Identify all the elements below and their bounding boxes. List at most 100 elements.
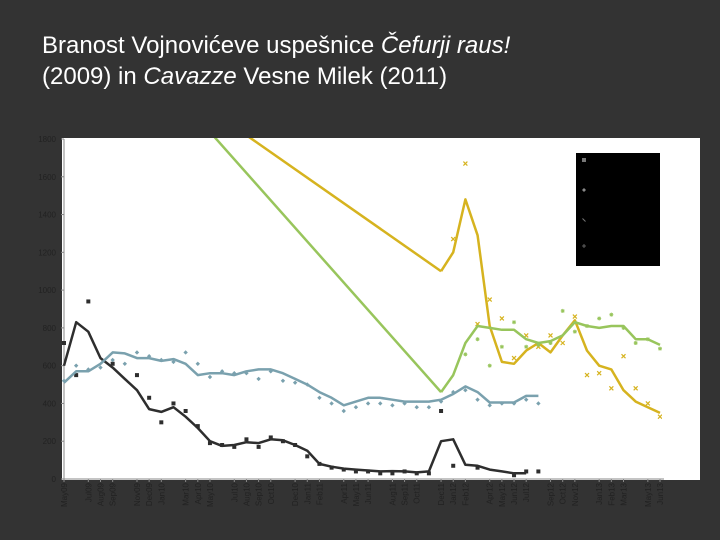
data-point xyxy=(475,397,480,402)
title-book-name: Cavazze xyxy=(143,63,237,90)
data-point xyxy=(341,467,346,472)
x-tick-label: Jun12 xyxy=(510,482,519,504)
data-point xyxy=(171,401,176,406)
data-point xyxy=(280,378,286,383)
y-tick-label: 0 xyxy=(52,475,57,484)
data-point xyxy=(159,357,164,363)
data-point xyxy=(98,365,103,370)
data-point xyxy=(402,401,407,406)
data-point xyxy=(365,401,371,406)
data-point xyxy=(159,420,164,425)
legend-marker xyxy=(582,244,586,248)
x-tick-label: Sep09 xyxy=(109,482,118,506)
data-point xyxy=(256,444,261,449)
data-point xyxy=(183,409,188,413)
x-tick-label: Aug11 xyxy=(388,482,397,505)
y-tick-label: 400 xyxy=(43,399,57,408)
data-point xyxy=(524,397,529,402)
y-tick-label: 1400 xyxy=(38,211,56,220)
x-tick-label: Jan11 xyxy=(303,482,312,504)
data-point xyxy=(110,357,115,363)
data-point xyxy=(317,395,322,400)
data-point xyxy=(390,471,395,476)
data-point xyxy=(475,465,480,470)
x-tick-label: May10 xyxy=(206,482,215,507)
data-point xyxy=(305,382,310,387)
data-point xyxy=(146,354,152,359)
series-line-1 xyxy=(62,320,527,475)
data-point xyxy=(73,363,79,368)
data-point xyxy=(584,372,590,378)
x-tick-label: Feb12 xyxy=(461,482,470,505)
data-point xyxy=(292,380,298,385)
data-point xyxy=(536,342,541,347)
data-point xyxy=(621,325,626,330)
title-text: Branost Vojnovićeve uspešnice xyxy=(42,32,381,59)
data-point xyxy=(195,361,200,366)
x-tick-label: Jul09 xyxy=(84,482,93,502)
y-tick-label: 1200 xyxy=(38,248,56,257)
legend-marker xyxy=(582,158,586,162)
data-point xyxy=(426,471,431,476)
data-point xyxy=(438,399,444,404)
data-point xyxy=(232,371,237,376)
data-point xyxy=(232,444,237,449)
x-tick-label: May12 xyxy=(498,482,507,507)
data-point xyxy=(134,350,140,355)
x-tick-label: Dec11 xyxy=(437,482,446,505)
x-tick-label: Sep11 xyxy=(401,482,410,505)
title-text: Vesne Milek (2011) xyxy=(236,63,448,90)
data-point xyxy=(378,401,383,406)
data-point xyxy=(244,371,249,376)
x-tick-label: Mar10 xyxy=(182,482,191,505)
x-tick-label: Jun11 xyxy=(364,482,373,504)
data-point xyxy=(329,465,334,470)
x-tick-label: Jul12 xyxy=(522,482,531,502)
x-tick-label: Dec10 xyxy=(291,482,300,506)
legend-box xyxy=(576,153,660,266)
data-point xyxy=(134,373,139,378)
x-tick-label: Oct11 xyxy=(413,482,422,503)
data-point xyxy=(317,461,322,466)
x-tick-label: Sep12 xyxy=(547,482,556,506)
title-line-1: Branost Vojnovićeve uspešnice Čefurji ra… xyxy=(42,30,702,61)
data-point xyxy=(548,341,553,345)
x-tick-label: Apr12 xyxy=(486,482,495,504)
x-tick-label: Nov12 xyxy=(571,482,580,506)
y-tick-label: 1600 xyxy=(38,173,56,182)
x-tick-label: Oct12 xyxy=(559,482,568,504)
data-point xyxy=(86,367,91,372)
data-point xyxy=(658,346,662,351)
data-point xyxy=(402,469,407,474)
x-tick-label: Aug09 xyxy=(96,482,105,506)
data-point xyxy=(572,329,577,334)
data-point xyxy=(499,316,505,321)
data-point xyxy=(268,369,273,374)
x-tick-label: Jan12 xyxy=(449,482,458,504)
data-point xyxy=(390,403,395,408)
data-point xyxy=(608,385,614,391)
x-tick-label: May13 xyxy=(644,482,653,507)
data-point xyxy=(353,469,358,474)
x-tick-label: Mar13 xyxy=(620,482,629,505)
chart-axes: 0 200 400 600 800 1000 1200 1400 1600 1800 xyxy=(38,135,664,484)
data-point xyxy=(378,471,383,476)
data-point xyxy=(122,361,128,366)
data-point xyxy=(147,395,152,400)
data-point xyxy=(195,424,200,429)
title-line-2: (2009) in Cavazze Vesne Milek (2011) xyxy=(42,61,702,92)
data-point xyxy=(450,236,456,242)
data-point xyxy=(487,403,492,408)
data-point xyxy=(62,378,67,383)
x-tick-label: Jul10 xyxy=(230,482,239,502)
data-point xyxy=(62,341,66,345)
data-point xyxy=(524,344,529,349)
x-tick-label: Dec09 xyxy=(145,482,154,506)
data-point xyxy=(280,439,285,444)
data-point xyxy=(560,308,565,313)
x-tick-label: Feb11 xyxy=(315,482,324,505)
data-point xyxy=(366,469,371,474)
data-point xyxy=(512,473,517,478)
data-point xyxy=(341,408,346,414)
